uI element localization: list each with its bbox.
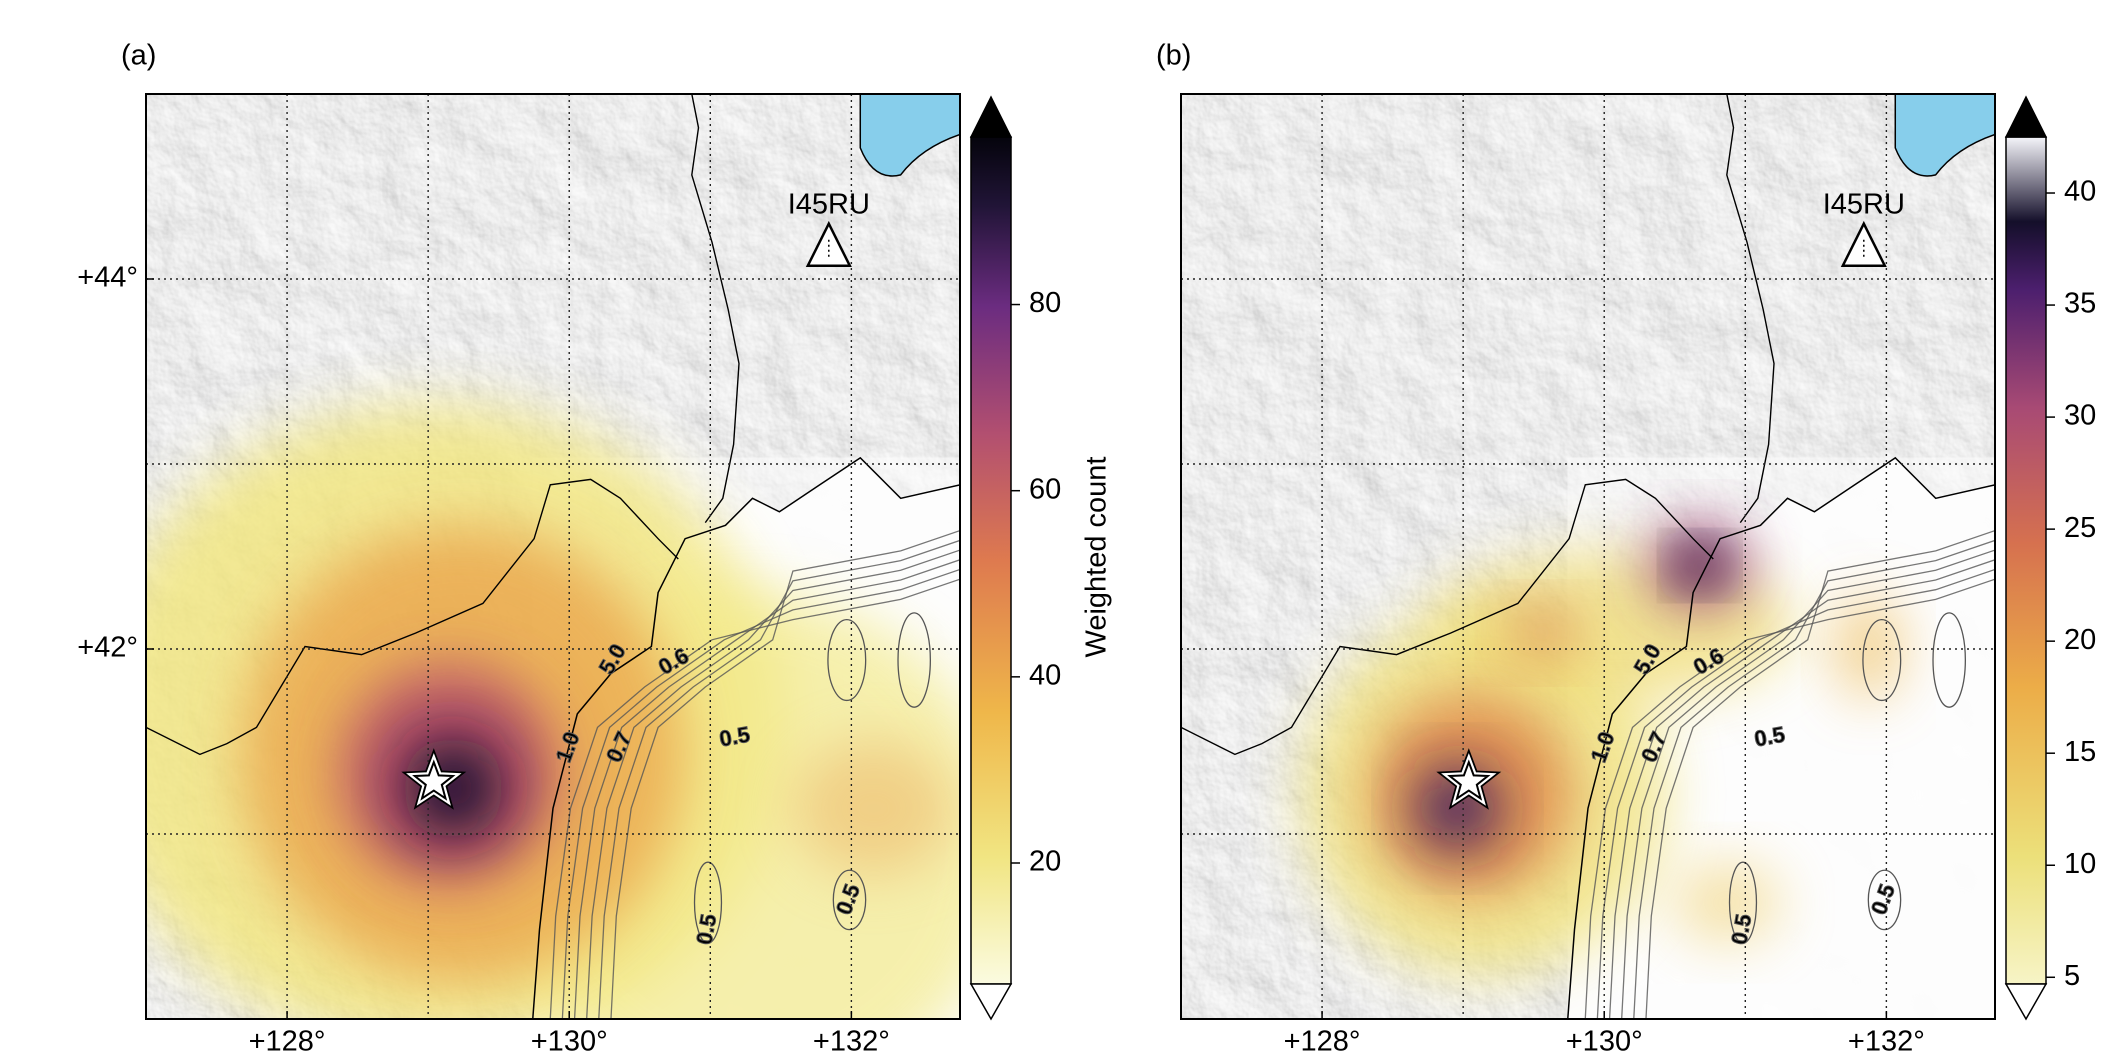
colorbar-tick-label: 40	[2064, 176, 2096, 208]
x-tick-label: +132°	[1848, 1026, 1925, 1057]
colorbar-tick-label: 15	[2064, 736, 2096, 768]
colorbar-extend-bottom	[2004, 983, 2048, 1021]
contour-label: 0.5	[691, 912, 721, 946]
coastline	[1567, 456, 1995, 1019]
colorbar-tick-label: 80	[1029, 287, 1061, 319]
contour	[1596, 568, 1995, 1019]
x-tick-label: +130°	[1566, 1026, 1643, 1057]
contour-label: 0.5	[1726, 912, 1756, 946]
map-layer	[146, 94, 960, 1019]
map-frame	[145, 93, 961, 1020]
epicenter-outline	[412, 759, 456, 801]
border	[1726, 94, 1775, 524]
contour	[1584, 578, 1995, 1019]
x-tick-label: +128°	[1284, 1026, 1361, 1057]
contour	[610, 529, 960, 1019]
contour	[573, 559, 960, 1019]
contour	[586, 549, 960, 1019]
contour	[1728, 861, 1758, 944]
panel-label: (b)	[1156, 40, 1191, 72]
coastline	[532, 456, 960, 1019]
x-tick-label: +130°	[531, 1026, 608, 1057]
heat	[1508, 606, 1576, 661]
colorbar-tick-label: 35	[2064, 288, 2096, 320]
x-tick-label: +132°	[813, 1026, 890, 1057]
contour	[1862, 618, 1902, 702]
y-tick-label: +44°	[77, 262, 138, 294]
contour	[1932, 612, 1967, 708]
contour-label: 0.5	[717, 722, 751, 752]
colorbar-extend-top	[969, 95, 1013, 138]
epicenter-inner	[406, 753, 462, 806]
colorbar-tick-label: 40	[1029, 660, 1061, 692]
colorbar-extend-bottom	[969, 983, 1013, 1021]
colorbar-tick-label: 20	[1029, 846, 1061, 878]
colorbar-tick-label: 30	[2064, 400, 2096, 432]
map	[1181, 94, 1995, 1019]
colorbar-tick-label: 60	[1029, 473, 1061, 505]
epicenter-outline	[1447, 759, 1491, 801]
contour	[832, 869, 867, 931]
contour-label: 0.5	[1752, 722, 1786, 752]
border	[146, 478, 679, 756]
contour	[693, 861, 723, 944]
colorbar-tick-label: 20	[2064, 624, 2096, 656]
contour	[1645, 529, 1995, 1019]
contour	[598, 539, 960, 1019]
contour	[897, 612, 932, 708]
contour	[827, 618, 867, 702]
border	[691, 94, 740, 524]
colorbar-tick-label: 5	[2064, 960, 2080, 992]
map	[146, 94, 960, 1019]
colorbar-tick-label: 10	[2064, 848, 2096, 880]
map-layer	[1181, 94, 1995, 1019]
colorbar-extend-top	[2004, 95, 2048, 138]
epicenter-inner	[1441, 753, 1497, 806]
colorbar-label: Weighted count	[1081, 457, 1113, 658]
lake	[859, 94, 960, 177]
contour	[1608, 559, 1995, 1019]
colorbar	[970, 136, 1012, 985]
x-tick-label: +128°	[249, 1026, 326, 1057]
contour	[1633, 539, 1995, 1019]
panel-label: (a)	[121, 40, 156, 72]
colorbar-tick-label: 25	[2064, 512, 2096, 544]
heat	[792, 740, 955, 876]
y-tick-label: +42°	[77, 632, 138, 664]
heat	[1834, 592, 1903, 701]
station-label: I45RU	[788, 188, 870, 220]
contour	[1867, 869, 1902, 931]
border	[1181, 478, 1714, 756]
contour	[561, 568, 960, 1019]
map-frame	[1180, 93, 1996, 1020]
contour	[1621, 549, 1995, 1019]
heat	[402, 736, 505, 840]
heat	[1672, 862, 1781, 944]
contour	[549, 578, 960, 1019]
station-label: I45RU	[1823, 188, 1905, 220]
lake	[1894, 94, 1995, 177]
colorbar	[2005, 136, 2047, 985]
